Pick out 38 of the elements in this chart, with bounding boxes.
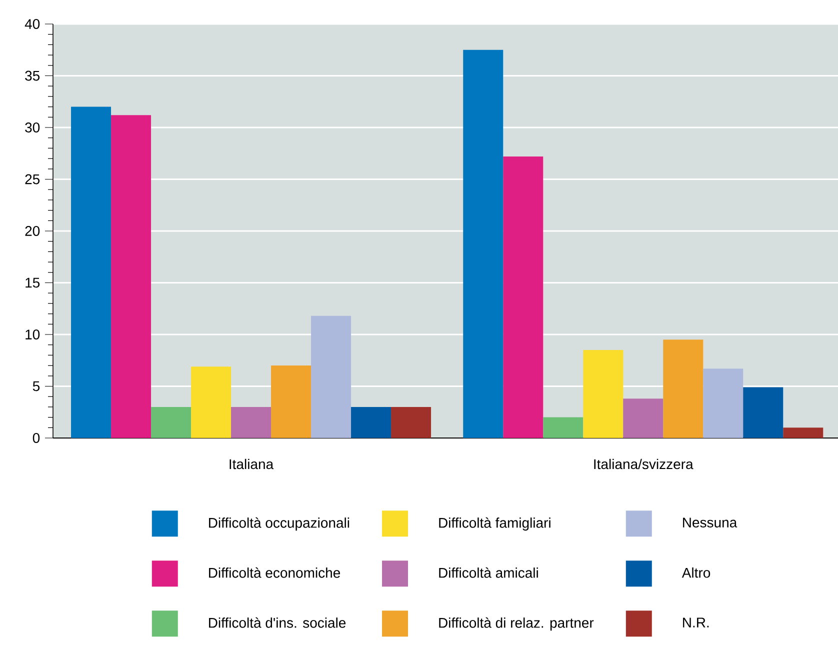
- legend-label: Difficoltà occupazionali: [209, 517, 350, 531]
- legend-label: Nessuna: [683, 518, 738, 528]
- y-tick-label: 10: [26, 330, 40, 340]
- x-tick-label: Italiana: [230, 458, 274, 470]
- bar: [111, 115, 152, 438]
- y-tick-label: 40: [24, 19, 40, 29]
- y-tick-label: 5: [32, 381, 40, 392]
- bar: [231, 406, 272, 438]
- legend-label: Difficoltà amicali: [439, 567, 538, 578]
- bar: [271, 366, 312, 438]
- legend-label: Difficoltà di relaz. partner: [439, 617, 594, 631]
- bar: [311, 316, 352, 438]
- bar: [783, 428, 824, 438]
- y-tick-label: 25: [25, 174, 40, 184]
- bar: [71, 106, 112, 438]
- y-tick-label: 35: [25, 70, 40, 81]
- x-tick-label: Italiana/svizzera: [594, 458, 694, 470]
- bar: [703, 368, 744, 438]
- bar: [191, 366, 232, 438]
- bar: [743, 387, 784, 438]
- y-tick-label: 30: [25, 122, 40, 132]
- y-tick-label: 20: [25, 226, 40, 236]
- legend-label: N.R.: [683, 618, 709, 628]
- y-tick-label: 0: [32, 433, 40, 443]
- bar: [391, 406, 432, 438]
- bar: [663, 340, 704, 438]
- bar: [151, 406, 192, 438]
- bar: [351, 406, 392, 438]
- legend-label: Difficoltà economiche: [209, 567, 340, 578]
- y-tick-label: 15: [26, 278, 40, 288]
- legend-label: Difficoltà d'ins. sociale: [209, 617, 346, 628]
- bar: [463, 50, 504, 438]
- bar: [583, 350, 624, 438]
- legend-label: Difficoltà famigliari: [439, 517, 550, 531]
- bar: [543, 417, 584, 438]
- legend-label: Altro: [682, 567, 710, 578]
- bar: [503, 156, 544, 438]
- bar: [623, 398, 664, 438]
